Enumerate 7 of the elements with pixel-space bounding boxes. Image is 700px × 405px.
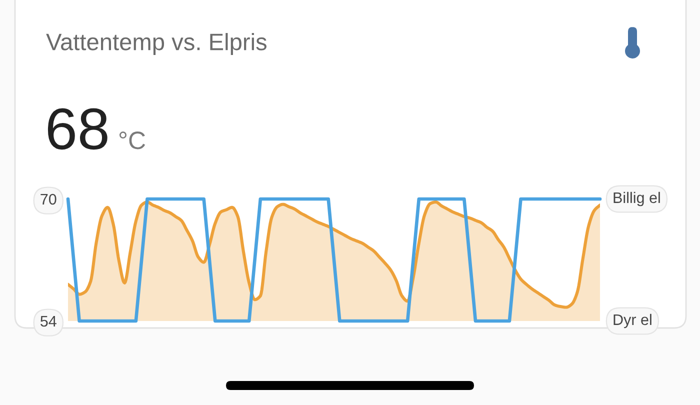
text: Dyr el: [614, 314, 652, 328]
text: Billig el: [614, 192, 660, 206]
y-tick-label: 70: [40, 194, 56, 205]
chart-title: Vattentemp vs. Elpris: [46, 32, 266, 56]
text: 68: [48, 108, 108, 150]
text: °C: [119, 132, 146, 150]
y-tick-label: 54: [40, 316, 56, 327]
